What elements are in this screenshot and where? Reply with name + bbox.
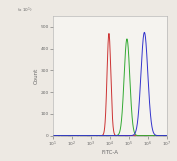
Y-axis label: Count: Count — [34, 68, 39, 84]
X-axis label: FITC-A: FITC-A — [101, 150, 118, 155]
Text: (x 10$^1$): (x 10$^1$) — [17, 6, 32, 15]
